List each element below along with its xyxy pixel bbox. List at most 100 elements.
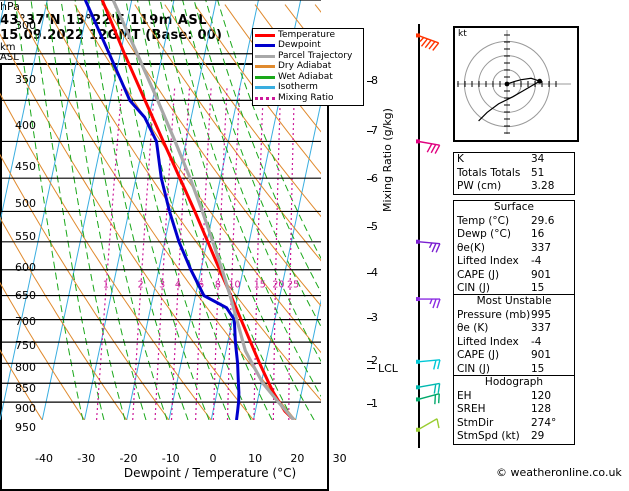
svg-text:15: 15	[254, 280, 266, 291]
height-tick-label: 1	[371, 397, 378, 411]
svg-text:1: 1	[103, 280, 109, 291]
temperature-tick-label: -20	[119, 452, 138, 465]
data-row: CIN (J) 15	[454, 363, 574, 377]
row-value: 901	[531, 268, 552, 281]
height-tick	[367, 130, 373, 132]
legend-color-swatch	[255, 96, 275, 100]
lcl-tick	[367, 367, 375, 369]
legend-label: Mixing Ratio	[278, 92, 334, 103]
row-label: EH	[457, 389, 472, 402]
legend-color-swatch	[255, 75, 275, 79]
sounding-datetime: 15.09.2022 12GMT (Base: 00)	[0, 28, 223, 43]
hodograph-unit-label: kt	[458, 29, 467, 39]
data-row: CIN (J) 15	[454, 282, 574, 296]
row-value: 51	[531, 166, 545, 179]
data-row: K 34	[454, 153, 574, 167]
row-value: 15	[531, 282, 545, 294]
row-label: SREH	[457, 403, 486, 415]
panel-header: Surface	[493, 201, 534, 213]
panel-header: Most Unstable	[476, 295, 552, 307]
data-row: StmDir 274°	[454, 417, 574, 431]
svg-text:4: 4	[175, 280, 181, 291]
data-row: SREH 128	[454, 403, 574, 417]
temperature-tick-label: -40	[35, 452, 53, 465]
pressure-tick-label: 950	[15, 421, 36, 435]
data-row: CAPE (J) 901	[454, 269, 574, 283]
stability-indices-panel: K 34 Totals Totals 51 PW (cm) 3.28	[453, 152, 575, 195]
row-value: -4	[531, 255, 542, 267]
height-tick-label: 4	[371, 265, 378, 279]
most-unstable-panel: Most Unstable Pressure (mb) 995 θe (K) 337 Li…	[453, 294, 575, 377]
svg-text:8: 8	[215, 280, 221, 291]
data-row: Totals Totals 51	[454, 167, 574, 181]
row-label: Totals Totals	[457, 166, 521, 179]
pressure-tick-label: 450	[15, 160, 36, 174]
row-label: Lifted Index	[457, 335, 519, 348]
height-tick	[367, 361, 373, 363]
svg-text:25: 25	[287, 280, 299, 291]
data-row: Dewp (°C) 16	[454, 228, 574, 242]
row-label: Dewp (°C)	[457, 228, 511, 240]
height-tick-label: 6	[371, 172, 378, 186]
row-label: StmDir	[457, 416, 494, 429]
hodograph-stats-panel: Hodograph EH 120 SREH 128 StmDir 274° StmSpd (k…	[453, 375, 575, 445]
temperature-tick-label: 10	[248, 452, 263, 465]
legend-color-swatch	[255, 65, 275, 69]
skewt-plot-area[interactable]: 1 2 3 4 6 8 10 15 20 25	[0, 0, 329, 491]
legend-item: Dewpoint	[255, 41, 361, 52]
pressure-tick-label: 400	[15, 119, 36, 133]
legend-color-swatch	[255, 54, 275, 58]
height-tick-label: 7	[371, 123, 378, 137]
row-value: 15	[531, 362, 545, 375]
legend-item: Wet Adiabat	[255, 72, 361, 83]
svg-text:20: 20	[272, 280, 284, 291]
row-value: 34	[531, 153, 545, 165]
row-value: 3.28	[531, 180, 555, 192]
data-row: Pressure (mb) 995	[454, 309, 574, 323]
hodograph-plot[interactable]: kt	[453, 26, 579, 142]
height-tick	[367, 272, 373, 274]
legend-label: Temperature	[278, 29, 336, 40]
height-tick	[367, 226, 373, 228]
row-label: K	[457, 153, 464, 165]
legend-label: Parcel Trajectory	[278, 50, 353, 61]
temperature-tick-label: -30	[77, 452, 96, 465]
legend-item: Dry Adiabat	[255, 62, 361, 73]
skewt-svg: 1 2 3 4 6 8 10 15 20 25	[0, 0, 321, 420]
x-axis-title: Dewpoint / Temperature (°C)	[123, 466, 297, 480]
temperature-tick-label: 20	[290, 452, 305, 465]
temperature-tick-label: 30	[332, 452, 347, 465]
data-row: CAPE (J) 901	[454, 349, 574, 363]
legend-item: Isotherm	[255, 83, 361, 94]
height-tick-label: 2	[371, 354, 378, 368]
row-label: Temp (°C)	[457, 214, 510, 227]
height-unit-label: km ASL	[0, 43, 629, 63]
data-row: θe(K) 337	[454, 242, 574, 256]
row-label: PW (cm)	[457, 180, 502, 192]
row-value: 29.6	[531, 214, 555, 227]
wind-barb-axis	[418, 24, 420, 448]
height-tick-label: 3	[371, 310, 378, 324]
row-label: θe(K)	[457, 241, 485, 254]
temperature-tick-label: -10	[161, 452, 180, 465]
legend-item: Parcel Trajectory	[255, 51, 361, 62]
pressure-tick-label: 550	[15, 230, 36, 244]
legend-color-swatch	[255, 33, 275, 37]
data-row: Lifted Index -4	[454, 255, 574, 269]
row-label: CAPE (J)	[457, 349, 500, 361]
legend-color-swatch	[255, 44, 275, 48]
row-value: 901	[531, 349, 552, 361]
legend-item: Mixing Ratio	[255, 93, 361, 104]
pressure-tick-label: 800	[15, 361, 36, 375]
legend-color-swatch	[255, 86, 275, 90]
temperature-tick-label: 0	[209, 452, 217, 465]
pressure-tick-label: 300	[15, 19, 36, 32]
row-value: 128	[531, 403, 552, 415]
data-row: StmSpd (kt) 29	[454, 430, 574, 444]
svg-text:6: 6	[198, 280, 204, 291]
row-value: -4	[531, 335, 542, 348]
row-value: 120	[531, 389, 552, 402]
height-tick-label: 8	[371, 74, 378, 88]
panel-header: Hodograph	[484, 376, 544, 388]
height-unit-line2: ASL	[0, 52, 19, 63]
